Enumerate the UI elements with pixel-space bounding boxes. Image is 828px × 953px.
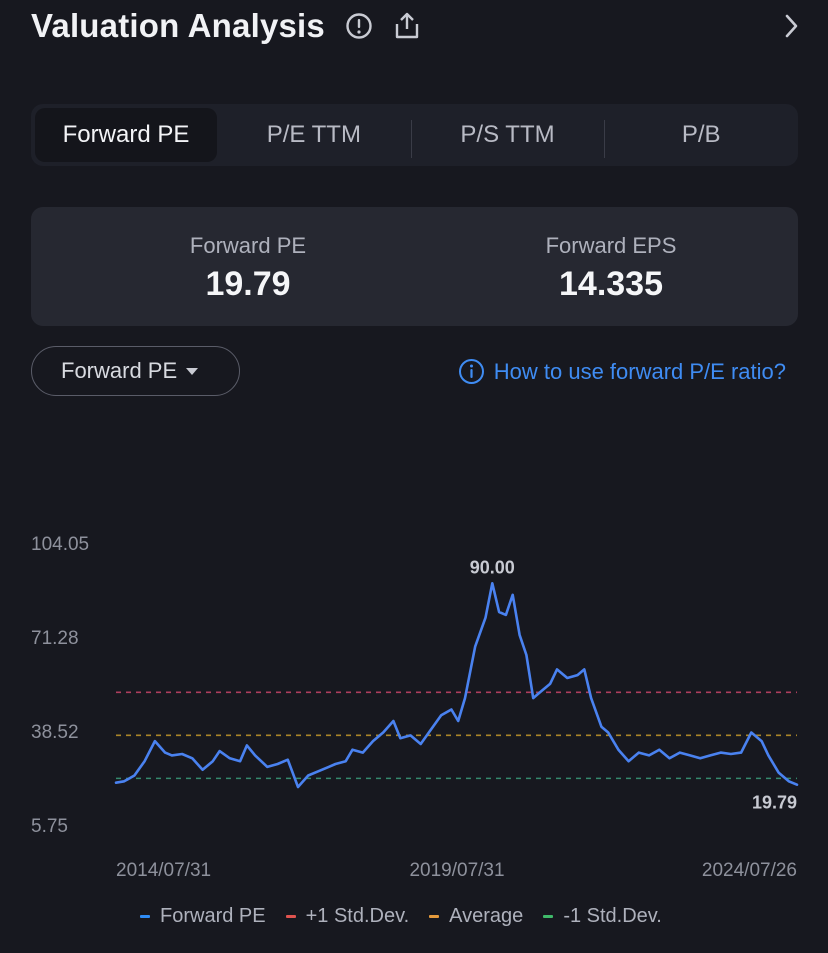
last-value-label: 19.79 bbox=[752, 793, 797, 813]
legend-item-minus-std-dev[interactable]: -1 Std.Dev. bbox=[543, 905, 662, 928]
help-link[interactable]: How to use forward P/E ratio? bbox=[458, 358, 786, 385]
y-tick-label: 71.28 bbox=[31, 628, 79, 649]
help-link-label: How to use forward P/E ratio? bbox=[493, 358, 786, 384]
forward-pe-series-line bbox=[114, 581, 799, 789]
peak-value-label: 90.00 bbox=[470, 557, 515, 577]
legend-swatch bbox=[140, 915, 150, 918]
info-circle-icon bbox=[458, 358, 485, 385]
legend-item-average[interactable]: Average bbox=[429, 905, 523, 928]
legend-label: Average bbox=[449, 905, 524, 927]
chart-legend: Forward PE +1 Std.Dev. Average -1 Std.De… bbox=[140, 905, 682, 928]
y-tick-label: 104.05 bbox=[31, 534, 89, 555]
forward-pe-label: Forward PE bbox=[189, 233, 307, 258]
legend-item-plus-std-dev[interactable]: +1 Std.Dev. bbox=[285, 905, 410, 928]
metric-dropdown[interactable]: Forward PE bbox=[31, 346, 240, 396]
x-tick-label: 2019/07/31 bbox=[409, 860, 504, 881]
y-tick-label: 5.75 bbox=[31, 816, 68, 837]
forward-pe-chart: 104.05 71.28 38.52 5.75 2014/07/31 2019/07/31… bbox=[31, 534, 799, 881]
chevron-right-icon[interactable] bbox=[781, 12, 801, 45]
x-tick-label: 2014/07/31 bbox=[116, 860, 211, 881]
y-tick-label: 38.52 bbox=[31, 722, 79, 743]
stats-panel: Forward PE 19.79 Forward EPS 14.335 bbox=[31, 207, 798, 326]
tab-ps-ttm[interactable]: P/S TTM bbox=[410, 108, 605, 162]
legend-item-forward-pe[interactable]: Forward PE bbox=[140, 905, 266, 928]
legend-label: Forward PE bbox=[160, 905, 266, 927]
legend-swatch bbox=[543, 915, 554, 918]
metric-tabs: Forward PE P/E TTM P/S TTM P/B bbox=[31, 104, 798, 166]
tab-forward-pe[interactable]: Forward PE bbox=[35, 108, 217, 162]
legend-swatch bbox=[429, 915, 440, 918]
legend-label: +1 Std.Dev. bbox=[305, 905, 410, 927]
header: Valuation Analysis bbox=[31, 0, 801, 52]
forward-eps-label: Forward EPS bbox=[545, 233, 677, 258]
tab-pe-ttm[interactable]: P/E TTM bbox=[266, 121, 361, 148]
forward-eps-value: 14.335 bbox=[559, 265, 663, 303]
page-title: Valuation Analysis bbox=[31, 7, 325, 44]
x-tick-label: 2024/07/26 bbox=[702, 860, 797, 881]
caret-down-icon bbox=[186, 367, 199, 375]
forward-eps-stat: Forward EPS 14.335 bbox=[461, 233, 761, 304]
forward-pe-stat: Forward PE 19.79 bbox=[98, 233, 398, 304]
metric-dropdown-label: Forward PE bbox=[61, 358, 178, 383]
tab-pb[interactable]: P/B bbox=[604, 108, 798, 162]
forward-pe-value: 19.79 bbox=[205, 265, 291, 303]
legend-swatch bbox=[285, 915, 296, 918]
info-circle-icon[interactable] bbox=[345, 12, 373, 40]
legend-label: -1 Std.Dev. bbox=[563, 905, 662, 927]
share-icon[interactable] bbox=[393, 11, 421, 41]
